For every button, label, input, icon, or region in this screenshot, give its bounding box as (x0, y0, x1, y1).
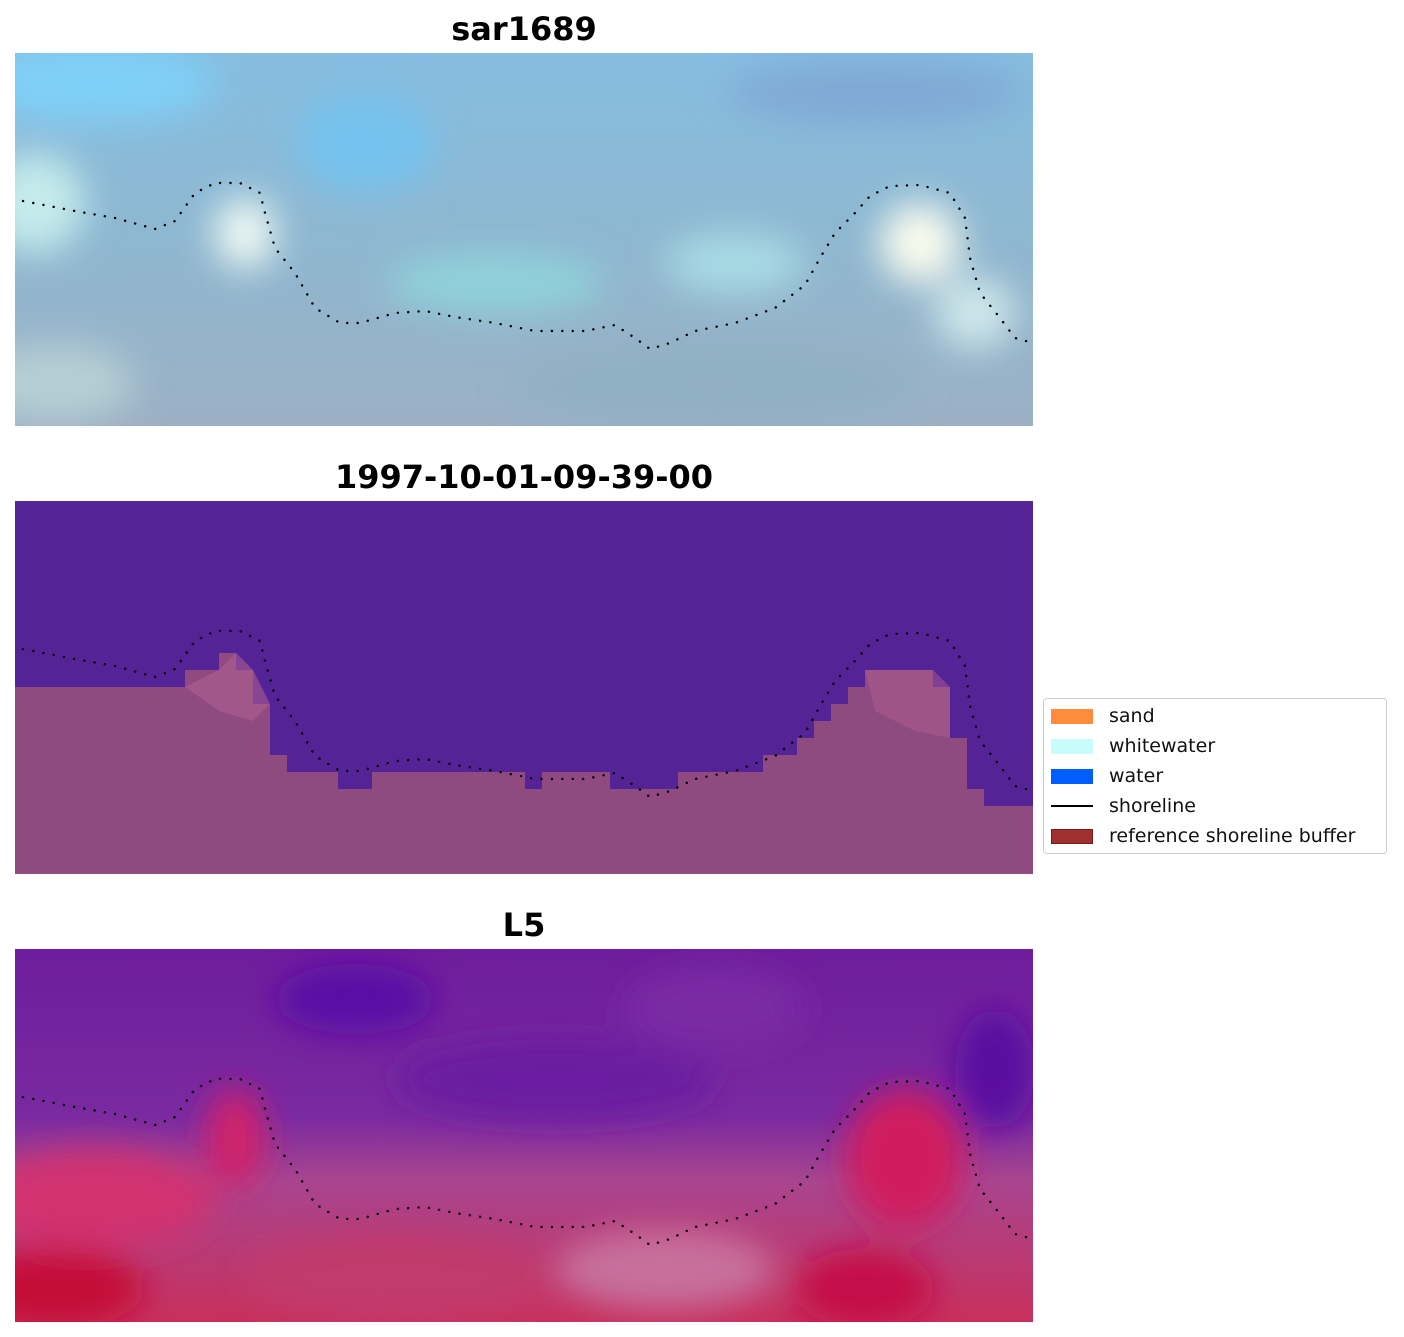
legend-item-reference-buffer: reference shoreline buffer (1051, 823, 1355, 849)
legend-label: whitewater (1109, 735, 1216, 757)
legend: sand whitewater water shoreline referenc… (1043, 698, 1387, 854)
panel-index-image (15, 949, 1033, 1322)
legend-line-shoreline (1051, 805, 1093, 807)
legend-label: shoreline (1109, 795, 1196, 817)
legend-item-shoreline: shoreline (1051, 793, 1196, 819)
panel-title-classified: 1997-10-01-09-39-00 (334, 458, 714, 496)
legend-item-sand: sand (1051, 703, 1155, 729)
panel-rgb-image (15, 53, 1033, 426)
legend-item-whitewater: whitewater (1051, 733, 1215, 759)
panel-classified-image (15, 501, 1033, 874)
legend-swatch-reference-buffer (1051, 828, 1093, 844)
legend-label: reference shoreline buffer (1109, 825, 1356, 847)
legend-swatch-sand (1051, 708, 1093, 724)
panel-title-rgb: sar1689 (451, 10, 597, 48)
legend-label: water (1109, 765, 1164, 787)
legend-item-water: water (1051, 763, 1163, 789)
legend-swatch-water (1051, 768, 1093, 784)
legend-swatch-whitewater (1051, 738, 1093, 754)
panel-title-index: L5 (502, 906, 546, 944)
legend-label: sand (1109, 705, 1155, 727)
